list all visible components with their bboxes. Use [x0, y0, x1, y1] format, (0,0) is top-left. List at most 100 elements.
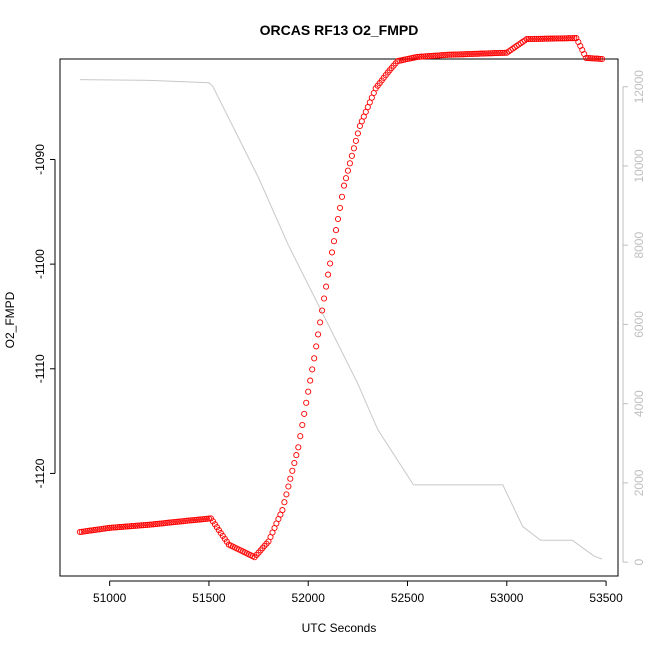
data-point — [325, 271, 332, 278]
data-point — [186, 517, 193, 524]
data-point — [593, 55, 600, 62]
data-point — [479, 50, 487, 57]
data-point — [118, 523, 125, 530]
data-point — [94, 526, 101, 533]
data-point — [585, 55, 592, 62]
data-point — [197, 516, 205, 523]
data-point — [158, 520, 165, 527]
data-point — [442, 51, 449, 59]
data-point — [76, 528, 83, 536]
data-point — [489, 50, 496, 57]
y2-tick-label: 6000 — [632, 311, 646, 338]
data-point — [525, 36, 532, 43]
data-point — [291, 459, 298, 467]
data-point — [354, 130, 361, 137]
data-point — [491, 50, 498, 57]
data-point — [418, 53, 425, 60]
x-tick-label: 51500 — [192, 591, 226, 605]
data-point — [124, 523, 131, 530]
data-point — [152, 521, 159, 528]
data-point — [180, 518, 187, 525]
data-point — [144, 521, 151, 528]
data-point — [563, 35, 570, 42]
data-point — [195, 516, 203, 523]
data-point — [162, 519, 169, 527]
data-point — [428, 52, 435, 59]
data-point — [460, 51, 467, 58]
data-point — [336, 204, 344, 211]
data-point — [533, 35, 540, 42]
data-point — [549, 35, 556, 42]
data-point — [426, 53, 433, 60]
data-point — [313, 343, 320, 350]
data-point — [293, 452, 300, 459]
data-point — [327, 260, 334, 267]
data-point — [209, 518, 216, 525]
data-point — [285, 483, 292, 490]
data-point — [448, 51, 455, 58]
data-point — [346, 160, 353, 167]
data-point — [416, 53, 423, 60]
data-point — [545, 35, 552, 42]
data-point — [352, 137, 359, 144]
data-point — [323, 283, 330, 290]
data-point — [557, 35, 564, 42]
data-point — [422, 53, 429, 60]
data-point — [454, 51, 461, 58]
data-point — [203, 515, 210, 522]
data-point — [334, 215, 342, 223]
data-point — [473, 50, 481, 57]
data-point — [471, 50, 479, 57]
y-axis-label: O2_FMPD — [3, 291, 17, 348]
data-point — [330, 238, 338, 245]
data-point — [477, 50, 485, 57]
data-point — [184, 517, 191, 524]
axes-layer: 51000 51500 52000 52500 53000 53500 -1120 -1110… — [33, 70, 646, 605]
data-point — [551, 35, 558, 42]
data-point — [199, 516, 207, 523]
data-point — [332, 227, 340, 234]
data-point — [279, 507, 286, 514]
data-point — [189, 517, 197, 524]
points-layer — [76, 35, 606, 561]
data-point — [595, 55, 602, 62]
x-tick-label: 53500 — [589, 591, 623, 605]
y-tick-label: -1120 — [33, 458, 47, 488]
data-point — [299, 421, 306, 429]
data-point — [317, 319, 324, 326]
data-point — [307, 377, 314, 384]
data-point — [134, 522, 141, 529]
x-tick-label: 51000 — [93, 591, 127, 605]
data-point — [132, 522, 139, 529]
data-point — [571, 35, 578, 42]
y-tick-label: -1110 — [33, 354, 47, 383]
data-point — [466, 50, 473, 58]
data-point — [583, 54, 590, 62]
data-point — [462, 51, 469, 58]
data-point — [178, 518, 185, 525]
data-point — [305, 388, 312, 395]
data-point — [136, 522, 143, 529]
data-point — [440, 52, 447, 59]
data-point — [527, 35, 534, 43]
data-point — [311, 355, 318, 362]
data-point — [188, 517, 195, 524]
data-point — [146, 521, 153, 528]
y2-tick-label: 0 — [632, 558, 646, 565]
data-point — [541, 35, 548, 42]
data-point — [553, 35, 560, 42]
data-point — [597, 55, 604, 62]
data-point — [156, 520, 163, 527]
data-point — [193, 516, 201, 523]
altitude-line — [79, 79, 603, 560]
y2-tick-label: 12000 — [632, 70, 646, 104]
data-point — [561, 35, 568, 42]
data-point — [501, 49, 508, 56]
data-point — [319, 307, 326, 314]
data-point — [432, 52, 439, 59]
data-point — [344, 167, 351, 174]
data-point — [309, 366, 316, 373]
data-point — [130, 522, 137, 530]
